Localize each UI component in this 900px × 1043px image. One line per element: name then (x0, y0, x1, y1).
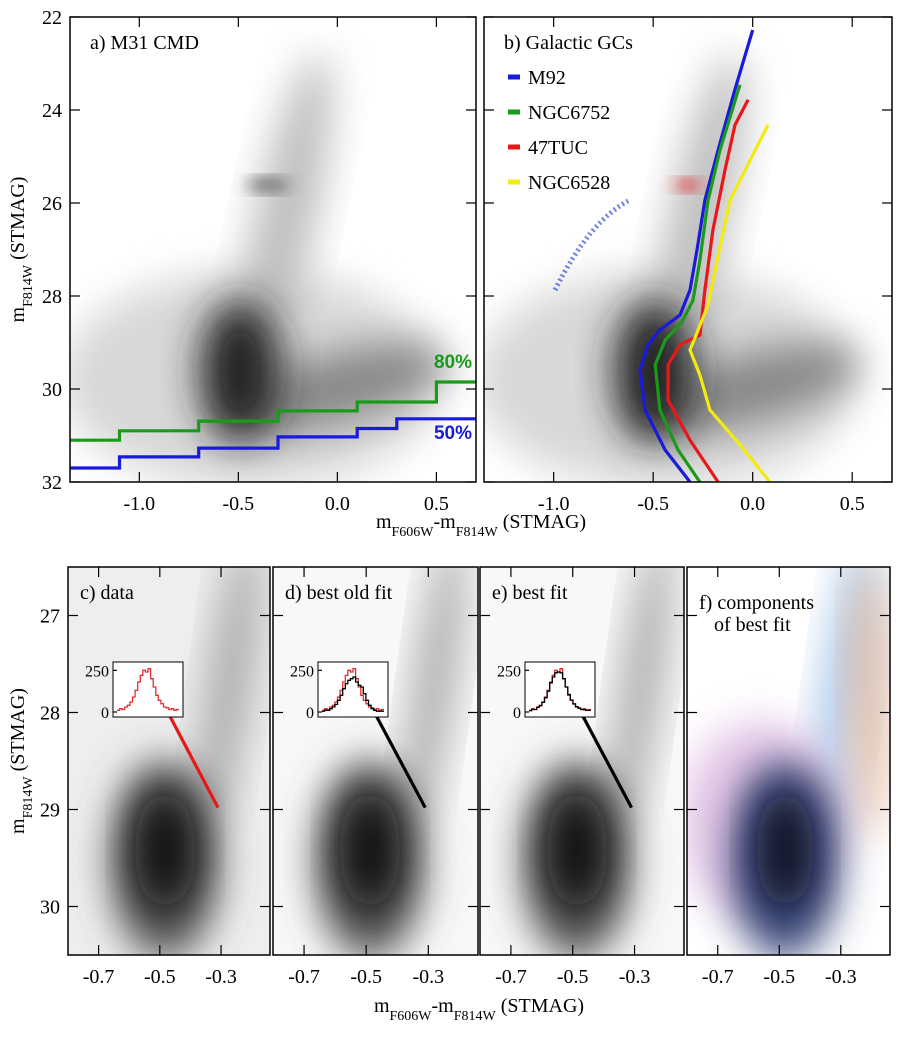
axis-label-part: F814W (454, 1009, 497, 1024)
panel-title: of best fit (714, 614, 791, 636)
inset-tick-label: 250 (85, 663, 109, 680)
axis-label-part: -m (432, 995, 455, 1017)
axis-label-part: (STMAG) (496, 995, 584, 1017)
x-tick-label: 0.0 (325, 493, 350, 515)
density-background (68, 567, 270, 955)
axis-label-part: m (7, 306, 29, 322)
plot-frame (483, 16, 893, 483)
y-tick-label: 30 (42, 379, 62, 401)
series-line (70, 417, 476, 470)
legend-label: 47TUC (528, 137, 588, 159)
plot-frame (67, 566, 271, 956)
panel-title: e) best fit (492, 582, 568, 604)
series-line (653, 84, 742, 482)
inset-tick-label: 0 (306, 705, 314, 722)
plot-frame (479, 566, 685, 956)
panel-title: d) best old fit (285, 582, 393, 604)
axis-label-part: -m (434, 511, 457, 533)
x-tick-label: -0.3 (412, 966, 444, 988)
x-tick-label: -1.0 (123, 493, 155, 515)
panel-title: b) Galactic GCs (504, 32, 633, 54)
x-tick-label: -0.5 (557, 966, 589, 988)
x-tick-label: -0.3 (205, 966, 237, 988)
axis-label-part: m (374, 995, 390, 1017)
y-tick-label: 29 (40, 800, 60, 822)
x-tick-label: -0.7 (288, 966, 320, 988)
x-tick-label: -0.7 (495, 966, 527, 988)
y-tick-label: 27 (40, 606, 60, 628)
inset-tick-label: 0 (513, 705, 521, 722)
series-line (666, 99, 750, 482)
series-line (638, 29, 755, 482)
axis-label-part: m (7, 818, 29, 834)
inset-tick-label: 0 (101, 705, 109, 722)
x-tick-label: -0.3 (825, 966, 857, 988)
y-tick-label: 28 (42, 286, 62, 308)
plot-frame (686, 566, 891, 956)
density-background (480, 567, 684, 955)
x-tick-label: -0.7 (83, 966, 115, 988)
legend-label: NGC6752 (528, 102, 610, 124)
axis-label: mF814W (STMAG) (7, 177, 36, 323)
y-tick-label: 22 (42, 7, 62, 29)
inset-histogram (322, 676, 384, 712)
inset-tick-label: 250 (497, 663, 521, 680)
density-background (687, 567, 890, 955)
y-tick-label: 30 (40, 897, 60, 919)
axis-label-part: (STMAG) (498, 511, 586, 533)
axis-label-part: F606W (392, 525, 435, 540)
axis-label-part: F814W (456, 525, 499, 540)
y-tick-label: 28 (40, 703, 60, 725)
axis-label-part: (STMAG) (7, 177, 29, 265)
series-label: 50% (434, 423, 472, 444)
legend-label: M92 (528, 67, 566, 89)
x-tick-label: 0.5 (424, 493, 449, 515)
y-tick-label: 24 (42, 100, 62, 122)
axis-label-part: m (376, 511, 392, 533)
axis-label: mF606W-mF814W (STMAG) (374, 995, 584, 1024)
density-background (70, 17, 476, 482)
inset-histogram (117, 668, 179, 711)
series-line (688, 124, 772, 482)
plot-frame (69, 16, 477, 483)
axis-label-part: F814W (21, 776, 36, 819)
y-tick-label: 26 (42, 193, 62, 215)
x-tick-label: -0.5 (144, 966, 176, 988)
x-tick-label: -0.7 (702, 966, 734, 988)
axis-label: mF814W (STMAG) (7, 688, 36, 834)
axis-label-part: F606W (390, 1009, 433, 1024)
inset-tick-label: 250 (290, 663, 314, 680)
x-tick-label: -0.5 (223, 493, 255, 515)
x-tick-label: -1.0 (538, 493, 570, 515)
plot-frame (272, 566, 479, 956)
inset-histogram (529, 671, 591, 712)
x-tick-label: 0.5 (840, 493, 865, 515)
x-tick-label: -0.5 (763, 966, 795, 988)
density-background (273, 567, 478, 955)
x-tick-label: -0.5 (637, 493, 669, 515)
panel-title: f) components (699, 592, 814, 614)
axis-label-part: (STMAG) (7, 688, 29, 776)
x-tick-label: 0.0 (740, 493, 765, 515)
series-line (70, 380, 476, 442)
series-label: 80% (434, 352, 472, 373)
legend-label: NGC6528 (528, 172, 610, 194)
x-tick-label: -0.3 (619, 966, 651, 988)
panel-title: a) M31 CMD (90, 32, 199, 54)
axis-label-part: F814W (21, 264, 36, 307)
axis-label: mF606W-mF814W (STMAG) (376, 511, 586, 540)
y-tick-label: 32 (42, 472, 62, 494)
panel-title: c) data (80, 582, 134, 604)
x-tick-label: -0.5 (350, 966, 382, 988)
